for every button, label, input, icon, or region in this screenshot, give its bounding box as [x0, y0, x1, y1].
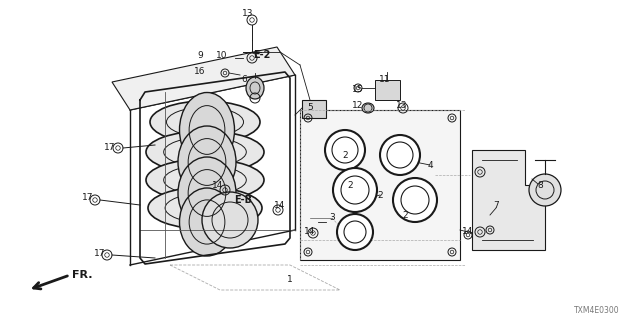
- Ellipse shape: [179, 92, 234, 167]
- Text: 13: 13: [243, 10, 253, 19]
- Ellipse shape: [146, 131, 264, 173]
- Text: 17: 17: [83, 194, 93, 203]
- Polygon shape: [112, 47, 295, 110]
- Bar: [302, 100, 326, 118]
- Polygon shape: [472, 150, 545, 250]
- Text: 8: 8: [537, 180, 543, 189]
- Circle shape: [337, 214, 373, 250]
- Bar: [375, 80, 400, 100]
- Ellipse shape: [362, 103, 374, 113]
- Text: 2: 2: [377, 190, 383, 199]
- Ellipse shape: [178, 157, 236, 229]
- Circle shape: [380, 135, 420, 175]
- Text: 14: 14: [275, 201, 285, 210]
- Bar: [300, 110, 460, 260]
- Text: 10: 10: [216, 51, 228, 60]
- Text: 7: 7: [493, 201, 499, 210]
- Ellipse shape: [179, 188, 234, 256]
- Text: 3: 3: [329, 213, 335, 222]
- Text: 17: 17: [104, 143, 116, 153]
- Circle shape: [393, 178, 437, 222]
- Text: 14: 14: [212, 180, 224, 189]
- Text: E-2: E-2: [253, 50, 271, 60]
- Text: 2: 2: [347, 180, 353, 189]
- Text: TXM4E0300: TXM4E0300: [574, 306, 620, 315]
- Circle shape: [325, 130, 365, 170]
- Ellipse shape: [246, 77, 264, 99]
- Ellipse shape: [150, 101, 260, 143]
- Text: 14: 14: [462, 228, 474, 236]
- Text: 2: 2: [342, 150, 348, 159]
- Text: 12: 12: [352, 101, 364, 110]
- Text: 15: 15: [352, 85, 364, 94]
- Ellipse shape: [178, 126, 236, 198]
- Circle shape: [529, 174, 561, 206]
- Text: 14: 14: [304, 228, 316, 236]
- Text: 2: 2: [402, 211, 408, 220]
- Text: 13: 13: [396, 101, 408, 110]
- Circle shape: [333, 168, 377, 212]
- Text: 16: 16: [195, 68, 205, 76]
- Text: 4: 4: [427, 161, 433, 170]
- Ellipse shape: [146, 159, 264, 201]
- Circle shape: [202, 192, 258, 248]
- Ellipse shape: [148, 187, 262, 229]
- Text: 9: 9: [197, 51, 203, 60]
- Text: FR.: FR.: [72, 270, 93, 280]
- Text: 6: 6: [241, 76, 247, 84]
- Text: 5: 5: [307, 103, 313, 113]
- Text: 11: 11: [380, 76, 391, 84]
- Text: 1: 1: [287, 276, 293, 284]
- Text: E-B: E-B: [234, 195, 252, 205]
- Text: 17: 17: [94, 249, 106, 258]
